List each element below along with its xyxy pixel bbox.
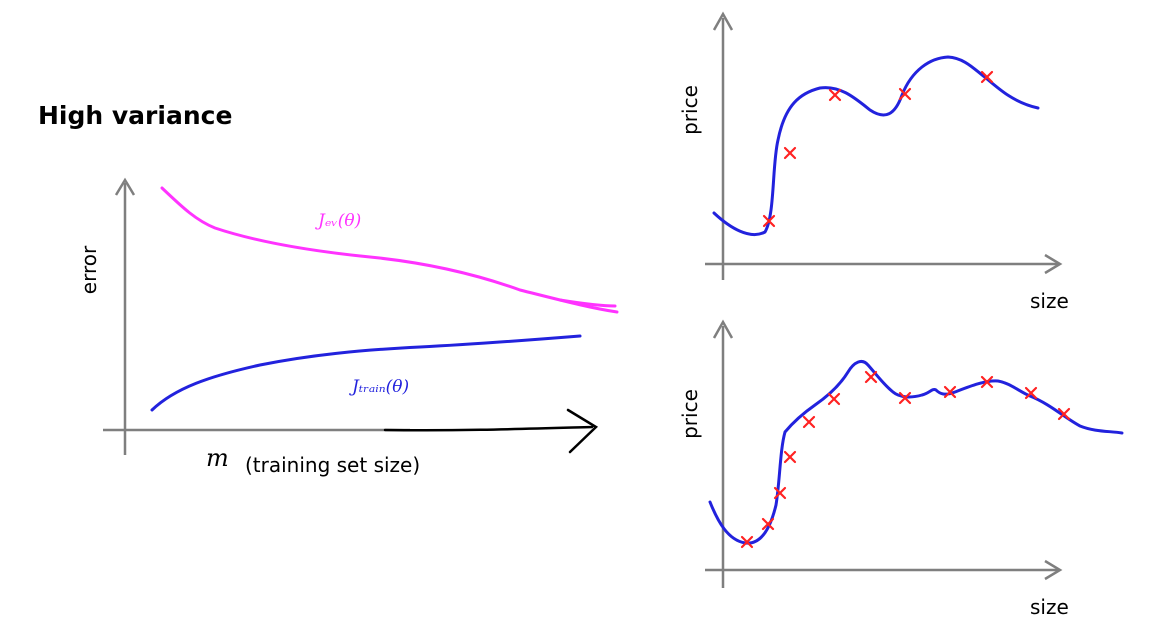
learning-curve-y-arrowhead [114,177,136,196]
learning-curve-x-variable: m [206,444,229,472]
cv-error-label: Jₑᵥ(θ) [315,211,361,231]
cv-error-curve-trail [558,298,617,308]
top-plot-x-arrowhead [1044,253,1063,275]
bottom-plot-x-arrowhead [1044,559,1063,581]
train-error-label: Jₜᵣₐᵢₙ(θ) [349,377,409,397]
data-point [802,415,816,429]
top-plot-y-arrowhead [712,11,734,31]
bottom-plot-fit-curve [708,360,1124,545]
data-point [761,517,775,531]
data-point [943,385,957,399]
data-point [980,70,994,84]
learning-curve-y-label: error [77,245,101,294]
train-error-curve [150,334,582,412]
data-point [827,392,841,406]
learning-curve-x-axis-ink [383,408,599,454]
data-point [740,535,754,549]
price-size-plot-bottom: price size [678,319,1124,619]
data-point [783,450,797,464]
top-plot-x-label: size [1030,289,1069,313]
bottom-plot-y-label: price [678,389,702,439]
top-plot-fit-curve [712,55,1040,237]
bottom-plot-x-label: size [1030,595,1069,619]
bottom-plot-y-arrowhead [712,319,734,339]
bottom-plot-data-points [740,370,1071,549]
data-point [783,146,797,160]
top-plot-y-label: price [678,85,702,135]
diagram-title: High variance [38,101,232,130]
data-point [773,486,787,500]
cv-error-curve [160,186,619,314]
learning-curve-plot: error m (training set size) Jₑᵥ(θ) Jₜᵣₐᵢ… [77,177,619,477]
price-size-plot-top: price size [678,11,1069,313]
learning-curve-x-label: (training set size) [245,453,420,477]
top-plot-data-points [762,70,994,228]
data-point [898,391,912,405]
data-point [1057,407,1071,421]
data-point [762,214,776,228]
data-point [864,370,878,384]
data-point [980,375,994,389]
data-point [898,87,912,101]
data-point [1024,386,1038,400]
data-point [828,88,842,102]
